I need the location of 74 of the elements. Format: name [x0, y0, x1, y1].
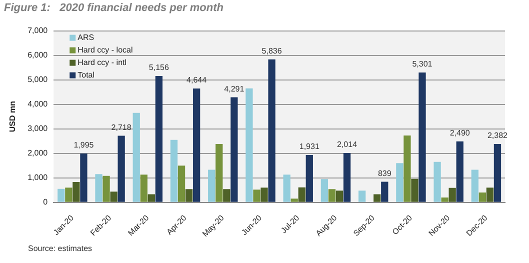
bar — [434, 162, 441, 202]
bar — [132, 112, 140, 202]
bar — [298, 187, 306, 202]
bar — [140, 174, 148, 202]
bar — [374, 194, 381, 202]
bar — [411, 178, 418, 202]
data-label: 5,301 — [412, 60, 433, 69]
bar — [102, 176, 110, 202]
legend-label: Hard ccy - local — [78, 46, 133, 55]
bar — [396, 163, 404, 202]
bar — [223, 189, 230, 202]
data-label: 4,644 — [186, 76, 208, 85]
bar — [65, 188, 72, 202]
bar — [441, 197, 448, 202]
data-label: 2,490 — [450, 128, 470, 138]
data-label: 4,291 — [224, 84, 245, 94]
bar — [486, 188, 494, 202]
y-tick-label: 4,000 — [28, 100, 48, 109]
source-note: Source: estimates — [28, 244, 92, 253]
bar — [456, 141, 464, 202]
data-label: 839 — [378, 168, 392, 178]
bar — [253, 190, 260, 202]
bar — [170, 140, 178, 202]
bar — [178, 166, 186, 202]
bar — [478, 192, 486, 202]
bar — [283, 174, 290, 202]
data-label: 2,014 — [337, 140, 358, 150]
bar — [336, 190, 344, 202]
y-tick-label: 1,000 — [28, 173, 48, 182]
data-label: 2,718 — [111, 122, 132, 132]
y-axis-title: USD mn — [8, 100, 18, 132]
y-tick-label: 5,000 — [28, 75, 48, 84]
bar — [418, 72, 426, 202]
bar — [155, 76, 163, 202]
data-label: 1,995 — [74, 140, 94, 150]
bar — [148, 194, 155, 202]
bar — [246, 88, 253, 202]
bar — [110, 192, 118, 202]
bar — [80, 153, 88, 202]
y-tick-label: 0 — [43, 198, 48, 207]
bar — [268, 59, 276, 202]
bar — [208, 170, 216, 202]
bar — [185, 189, 193, 202]
bar — [118, 136, 125, 202]
bar — [471, 170, 478, 202]
bar — [95, 174, 102, 202]
y-tick-label: 7,000 — [28, 26, 48, 36]
y-tick-label: 2,000 — [28, 148, 48, 158]
bar — [290, 198, 298, 202]
bar — [381, 182, 388, 202]
data-label: 5,156 — [148, 63, 170, 72]
bar — [320, 179, 328, 202]
legend-label: ARS — [78, 33, 94, 42]
bar — [404, 135, 411, 202]
legend-label: Total — [78, 70, 95, 80]
bar — [358, 190, 366, 202]
bar — [192, 88, 200, 202]
data-label: 2,382 — [487, 131, 508, 140]
bar — [58, 188, 65, 202]
bar — [216, 144, 223, 202]
bar — [343, 152, 351, 202]
data-label: 1,931 — [299, 142, 320, 152]
chart-title: Figure 1: 2020 financial needs per month — [4, 2, 224, 14]
bar — [306, 155, 313, 202]
bar — [448, 188, 456, 202]
bar — [494, 144, 502, 202]
bar — [328, 189, 336, 202]
y-tick-label: 3,000 — [28, 124, 48, 134]
bar — [260, 188, 268, 202]
bar — [72, 182, 80, 202]
bar — [230, 97, 238, 202]
y-tick-label: 6,000 — [28, 50, 48, 60]
data-label: 5,836 — [262, 46, 282, 56]
legend-label: Hard ccy - intl — [78, 58, 127, 68]
